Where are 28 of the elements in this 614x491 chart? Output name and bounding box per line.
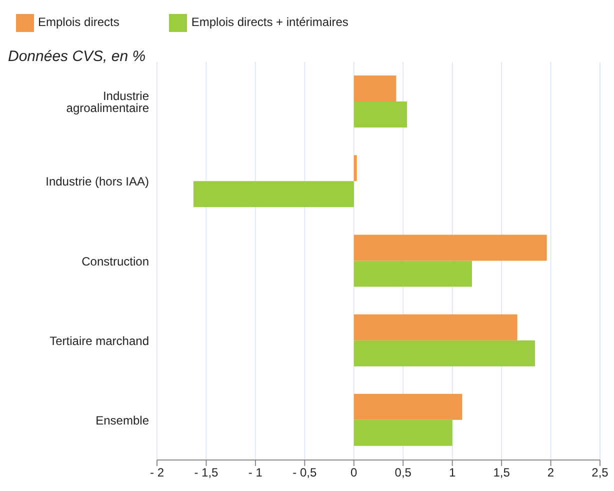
y-tick-label: Ensemble [96,413,150,428]
y-tick-label: Industrie agroalimentaire [66,89,150,116]
y-tick-label: Industrie (hors IAA) [46,174,149,189]
x-tick-label: 0 [350,466,358,480]
bar [354,394,462,420]
x-tick-label: 2,5 [592,466,609,480]
legend-label: Emplois directs [38,15,120,30]
bar [354,155,357,182]
chart-subtitle: Données CVS, en % [8,48,146,65]
bar [354,76,396,102]
x-tick-label: 1 [448,466,456,480]
x-tick-label: 2 [547,466,554,480]
x-tick-label: - 0,5 [292,466,317,480]
x-tick-label: 1,5 [493,466,510,480]
bar [193,181,354,208]
x-tick-label: - 1 [248,466,263,480]
bar [354,234,547,261]
bar [354,314,518,340]
legend-label: Emplois directs + intérimaires [191,15,348,30]
x-tick-label: 0,5 [394,466,412,480]
bar [354,260,472,287]
x-tick-label: - 2 [150,466,164,480]
bar [354,420,452,446]
bar [354,102,408,128]
y-tick-label: Tertiaire marchand [50,334,149,348]
bar [354,340,536,366]
y-tick-label: Construction [82,254,149,268]
x-tick-label: - 1,5 [194,466,219,480]
